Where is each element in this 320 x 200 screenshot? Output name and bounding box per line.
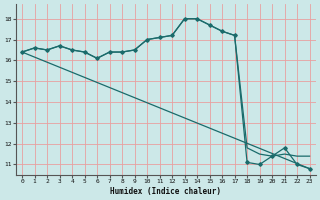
- X-axis label: Humidex (Indice chaleur): Humidex (Indice chaleur): [110, 187, 221, 196]
